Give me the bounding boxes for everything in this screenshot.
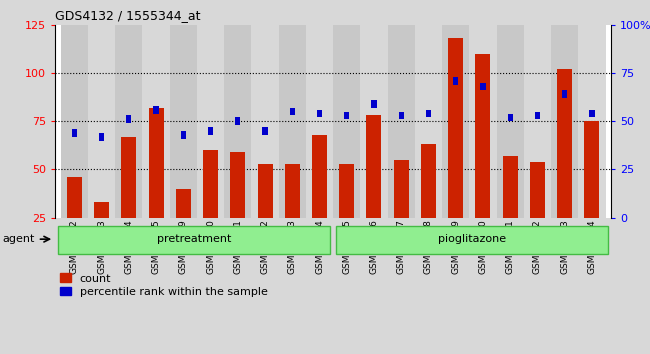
Bar xyxy=(421,144,436,266)
Bar xyxy=(453,77,458,85)
Text: agent: agent xyxy=(3,234,35,244)
Bar xyxy=(208,127,213,135)
Bar xyxy=(367,115,382,266)
Bar xyxy=(426,110,431,118)
Bar xyxy=(285,164,300,266)
Bar xyxy=(480,82,486,90)
Bar xyxy=(88,25,115,218)
Bar xyxy=(317,110,322,118)
Bar xyxy=(126,115,131,123)
FancyBboxPatch shape xyxy=(58,226,330,254)
Bar xyxy=(67,177,82,266)
Bar xyxy=(115,25,142,218)
Bar xyxy=(149,108,164,266)
Bar xyxy=(442,25,469,218)
Bar xyxy=(524,25,551,218)
Bar xyxy=(224,25,252,218)
Bar xyxy=(279,25,306,218)
FancyBboxPatch shape xyxy=(336,226,608,254)
Bar xyxy=(497,25,524,218)
Bar xyxy=(584,121,599,266)
Bar xyxy=(469,25,497,218)
Text: pioglitazone: pioglitazone xyxy=(438,234,506,244)
Bar xyxy=(530,162,545,266)
Bar xyxy=(557,69,572,266)
Bar xyxy=(142,25,170,218)
Bar xyxy=(562,90,567,98)
Bar xyxy=(387,25,415,218)
Bar xyxy=(306,25,333,218)
Bar xyxy=(415,25,442,218)
Bar xyxy=(339,164,354,266)
Bar xyxy=(252,25,279,218)
Bar xyxy=(60,25,88,218)
Bar xyxy=(72,129,77,137)
Bar xyxy=(448,38,463,266)
Bar xyxy=(170,25,197,218)
Bar xyxy=(99,133,104,141)
Bar xyxy=(535,112,540,119)
Legend: count, percentile rank within the sample: count, percentile rank within the sample xyxy=(55,269,272,302)
Bar xyxy=(502,156,517,266)
Bar xyxy=(290,108,295,115)
Bar xyxy=(153,106,159,114)
Bar xyxy=(94,202,109,266)
Bar xyxy=(360,25,387,218)
Bar xyxy=(312,135,327,266)
Bar xyxy=(578,25,606,218)
Bar xyxy=(197,25,224,218)
Bar xyxy=(176,189,191,266)
Bar xyxy=(333,25,360,218)
Bar xyxy=(344,112,349,119)
Bar xyxy=(230,152,245,266)
Text: GDS4132 / 1555344_at: GDS4132 / 1555344_at xyxy=(55,9,201,22)
Bar xyxy=(398,112,404,119)
Bar xyxy=(263,127,268,135)
Bar xyxy=(122,137,136,266)
Bar xyxy=(394,160,409,266)
Bar xyxy=(508,114,513,121)
Bar xyxy=(181,131,186,139)
Bar xyxy=(235,118,240,125)
Text: pretreatment: pretreatment xyxy=(157,234,231,244)
Bar xyxy=(371,100,376,108)
Bar xyxy=(551,25,578,218)
Bar xyxy=(475,54,491,266)
Bar xyxy=(257,164,272,266)
Bar xyxy=(203,150,218,266)
Bar xyxy=(590,110,595,118)
